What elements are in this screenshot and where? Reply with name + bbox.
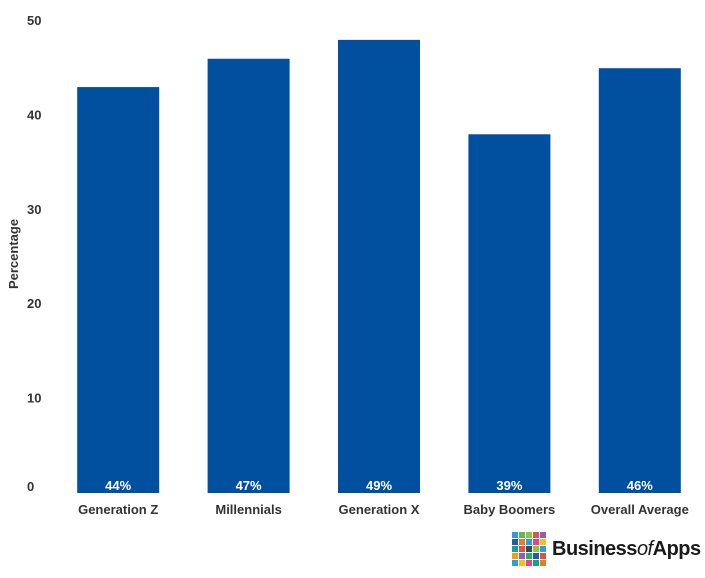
- logo-grid-cell: [512, 560, 518, 566]
- logo-grid-cell: [526, 560, 532, 566]
- logo-grid-cell: [533, 553, 539, 559]
- logo-text-of: of: [636, 537, 653, 560]
- x-axis-ticks: Generation Z Millennials Generation X Baby …: [78, 502, 689, 517]
- logo-grid-cell: [533, 560, 539, 566]
- bar-data-label: 47%: [236, 478, 262, 493]
- logo-grid-cell: [540, 546, 546, 552]
- logo-grid-cell: [540, 553, 546, 559]
- logo-grid-cell: [533, 546, 539, 552]
- y-tick-label: 40: [27, 107, 41, 122]
- x-tick-label: Generation X: [339, 502, 420, 517]
- data-labels-group: 44% 47% 49% 39% 46%: [105, 478, 653, 493]
- x-tick-label: Generation Z: [78, 502, 158, 517]
- y-tick-label: 50: [27, 13, 41, 28]
- logo-grid-cell: [533, 539, 539, 545]
- logo-grid-cell: [519, 532, 525, 538]
- logo-text-business: Business: [552, 537, 637, 560]
- y-tick-label: 0: [27, 479, 34, 494]
- x-tick-label: Baby Boomers: [464, 502, 556, 517]
- logo-grid-cell: [519, 546, 525, 552]
- bar: [77, 87, 160, 493]
- y-tick-label: 30: [27, 202, 41, 217]
- logo-grid-cell: [526, 539, 532, 545]
- logo-grid-cell: [512, 539, 518, 545]
- bar-data-label: 49%: [366, 478, 392, 493]
- logo-grid-cell: [533, 532, 539, 538]
- logo-grid-cell: [540, 532, 546, 538]
- y-axis-title-group: Percentage: [6, 219, 21, 289]
- logo-grid-icon: [512, 532, 546, 566]
- logo-grid-cell: [526, 546, 532, 552]
- logo-grid-cell: [512, 553, 518, 559]
- logo-grid-cell: [512, 546, 518, 552]
- bar-data-label: 39%: [496, 478, 522, 493]
- bar-data-label: 44%: [105, 478, 131, 493]
- bars-group: [77, 39, 681, 493]
- logo-grid-cell: [526, 532, 532, 538]
- x-tick-label: Millennials: [215, 502, 281, 517]
- y-axis-ticks: 0 10 20 30 40 50: [27, 13, 41, 494]
- logo-wordmark: BusinessofApps: [552, 538, 701, 561]
- logo-grid-cell: [519, 553, 525, 559]
- businessofapps-logo: BusinessofApps: [512, 532, 701, 566]
- bar: [468, 134, 551, 493]
- logo-grid-cell: [512, 532, 518, 538]
- logo-text-apps: Apps: [652, 537, 702, 560]
- x-tick-label: Overall Average: [591, 502, 689, 517]
- y-tick-label: 20: [27, 296, 41, 311]
- logo-grid-cell: [540, 560, 546, 566]
- bar: [598, 68, 681, 493]
- y-tick-label: 10: [27, 391, 41, 406]
- y-axis-label: Percentage: [6, 219, 21, 289]
- logo-grid-cell: [526, 553, 532, 559]
- logo-grid-cell: [540, 539, 546, 545]
- logo-grid-cell: [519, 539, 525, 545]
- bar-data-label: 46%: [627, 478, 653, 493]
- logo-grid-cell: [519, 560, 525, 566]
- bar: [338, 39, 420, 493]
- bar: [207, 58, 290, 493]
